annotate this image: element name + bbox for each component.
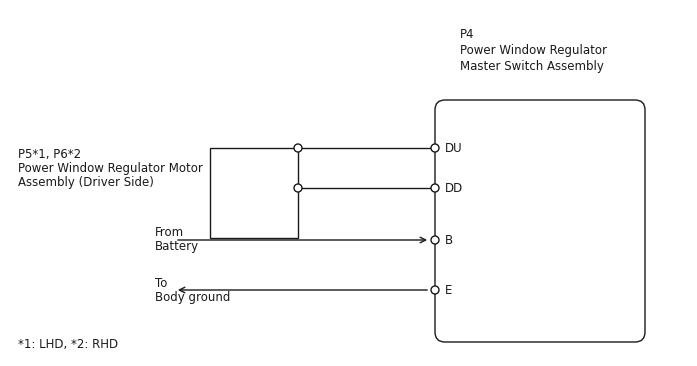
Text: Assembly (Driver Side): Assembly (Driver Side) [18,176,154,189]
Text: DD: DD [445,182,464,194]
Circle shape [294,184,302,192]
Text: To: To [155,277,167,290]
Text: Body ground: Body ground [155,291,231,304]
Bar [210,148,298,238]
Text: Master Switch Assembly: Master Switch Assembly [460,60,604,73]
Text: DU: DU [445,142,463,154]
Circle shape [431,286,439,294]
Text: *1: LHD, *2: RHD: *1: LHD, *2: RHD [18,338,118,351]
Circle shape [431,144,439,152]
Circle shape [294,144,302,152]
Text: Power Window Regulator Motor: Power Window Regulator Motor [18,162,203,175]
Text: Battery: Battery [155,240,199,253]
Text: P5*1, P6*2: P5*1, P6*2 [18,148,81,161]
Circle shape [431,184,439,192]
Text: B: B [445,234,453,246]
Circle shape [431,236,439,244]
Text: P4: P4 [460,28,475,41]
Text: Power Window Regulator: Power Window Regulator [460,44,607,57]
Text: E: E [445,284,452,296]
Text: From: From [155,226,184,239]
